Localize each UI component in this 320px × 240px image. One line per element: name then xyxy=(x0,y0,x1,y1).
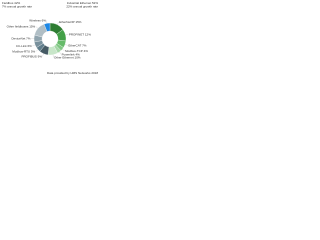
slice-label: Modbus-TCP4% xyxy=(65,49,88,53)
value-label: 12% xyxy=(85,32,91,36)
value-label: 6% xyxy=(27,44,32,48)
category-label: EtherNet/IP xyxy=(59,20,75,24)
chart: Fieldbus 42% 7% annual growth rate Indus… xyxy=(2,1,99,75)
annotation: 22% annual growth rate xyxy=(66,4,98,8)
category-label: Wireless xyxy=(29,18,41,22)
leader-line xyxy=(57,22,59,25)
value-label: 7% xyxy=(26,36,31,40)
leader-line xyxy=(32,44,36,47)
donut-slice xyxy=(43,22,51,32)
value-label: 6% xyxy=(42,18,47,22)
annotation: Fieldbus 42% xyxy=(2,1,21,5)
category-label: DeviceNet xyxy=(12,36,26,40)
leader-line xyxy=(52,54,54,58)
value-label: 5% xyxy=(31,49,36,53)
leader-line xyxy=(35,49,39,52)
slice-label: DeviceNet7% xyxy=(12,36,31,40)
annotation: 7% annual growth rate xyxy=(2,4,32,8)
value-label: 15% xyxy=(75,20,81,24)
leader-line xyxy=(35,26,39,29)
value-label: 4% xyxy=(84,49,89,53)
leader-line xyxy=(42,53,44,57)
category-label: EtherCAT xyxy=(68,43,81,47)
value-label: 15% xyxy=(29,24,35,28)
category-label: Modbus-RTU xyxy=(12,49,30,53)
leader-line xyxy=(62,49,65,52)
slice-label: EtherCAT7% xyxy=(68,43,86,47)
value-label: 7% xyxy=(82,43,87,47)
source: Data provided by HMS Networks 2018 xyxy=(47,71,98,75)
category-label: Powerlink xyxy=(62,52,76,56)
slice-label: Powerlink4% xyxy=(62,52,80,56)
slice-label: EtherNet/IP15% xyxy=(59,20,82,24)
slice-label: CC-Link6% xyxy=(16,44,32,48)
slice-label: Wireless6% xyxy=(29,18,46,22)
slice-label: PROFIBUS9% xyxy=(21,54,42,58)
category-label: Other Ethernet xyxy=(54,55,74,59)
category-label: Modbus-TCP xyxy=(65,49,83,53)
leader-line xyxy=(46,20,48,24)
slice-label: Other Ethernet10% xyxy=(54,55,81,59)
leader-line xyxy=(59,51,62,55)
value-label: 9% xyxy=(38,54,43,58)
category-label: PROFIBUS xyxy=(21,54,36,58)
slice-label: Modbus-RTU5% xyxy=(12,49,35,53)
leader-line xyxy=(65,34,69,36)
category-label: PROFINET xyxy=(69,32,84,36)
annotation: Industrial Ethernet 52% xyxy=(67,1,99,5)
category-label: CC-Link xyxy=(16,44,27,48)
category-label: Other fieldbuses xyxy=(7,24,29,28)
slice-label: Other fieldbuses15% xyxy=(7,24,36,28)
leader-line xyxy=(65,44,68,46)
value-label: 10% xyxy=(75,55,81,59)
slice-label: PROFINET12% xyxy=(69,32,91,36)
value-label: 4% xyxy=(75,52,80,56)
